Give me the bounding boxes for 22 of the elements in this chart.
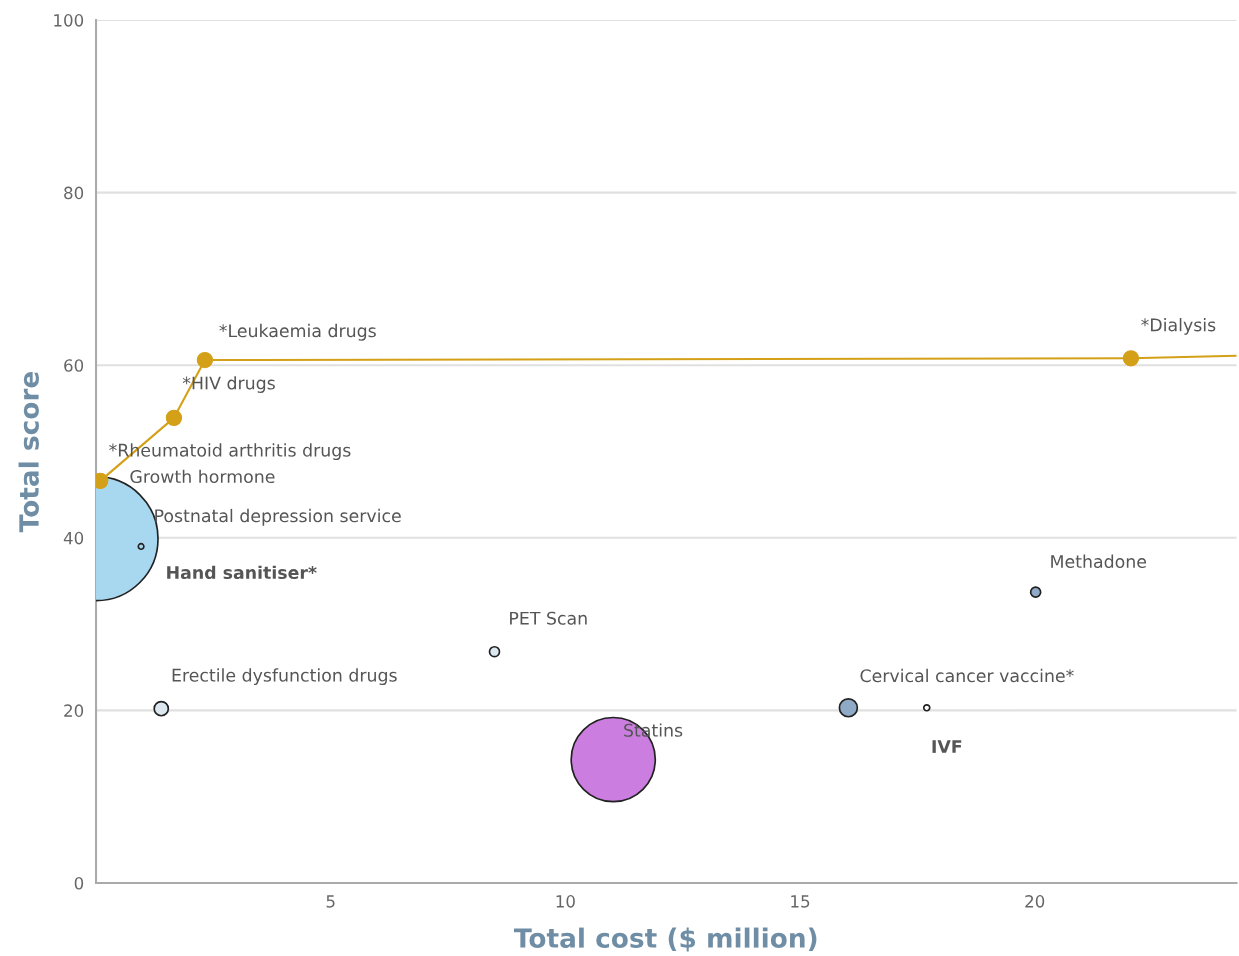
x-tick-label: 20 — [1025, 895, 1045, 908]
annotation: Cervical cancer vaccine* — [860, 668, 1074, 683]
annotation: Erectile dysfunction drugs — [172, 668, 397, 686]
annotation: IVF — [932, 740, 962, 753]
annotation: PET Scan — [510, 611, 587, 625]
x-tick-label: 10 — [556, 895, 575, 908]
x-axis-title: Total cost ($ million) — [513, 927, 817, 952]
y-tick-label: 20 — [64, 704, 84, 717]
annotation: Postnatal depression service — [155, 508, 401, 526]
y-tick-label: 40 — [63, 531, 84, 545]
annotation: Methadone — [1051, 554, 1147, 569]
annotation: *Dialysis — [1141, 317, 1216, 335]
y-tick-label: 80 — [64, 186, 84, 200]
x-tick-label: 15 — [791, 895, 810, 908]
y-tick-label: 0 — [74, 876, 84, 890]
x-tick-label: 5 — [326, 895, 335, 908]
annotation: Growth hormone — [130, 469, 275, 484]
y-tick-label: 60 — [64, 359, 84, 372]
y-tick-label: 100 — [54, 14, 84, 27]
annotation: Hand sanitiser* — [167, 565, 317, 580]
y-axis-title: Total score — [18, 371, 39, 533]
annotation: *Leukaemia drugs — [219, 323, 376, 341]
